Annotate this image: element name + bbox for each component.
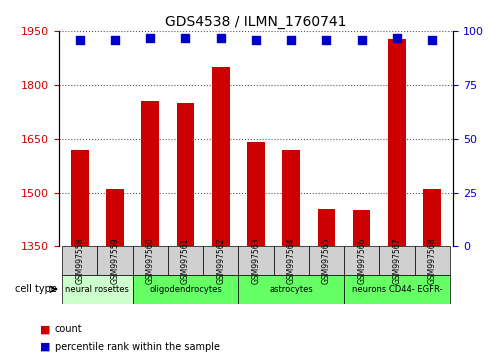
Text: count: count — [55, 324, 82, 334]
Bar — [71, 150, 88, 246]
Point — [182, 35, 190, 41]
FancyBboxPatch shape — [344, 275, 450, 304]
Text: oligodendrocytes: oligodendrocytes — [149, 285, 222, 294]
Bar — [423, 189, 441, 246]
Point — [428, 37, 436, 43]
Point — [76, 37, 84, 43]
FancyBboxPatch shape — [133, 246, 168, 275]
Text: ■: ■ — [40, 324, 50, 334]
FancyBboxPatch shape — [62, 275, 133, 304]
Title: GDS4538 / ILMN_1760741: GDS4538 / ILMN_1760741 — [165, 15, 347, 29]
Text: GSM997566: GSM997566 — [357, 238, 366, 284]
Point — [358, 37, 366, 43]
Bar — [141, 101, 159, 246]
Point — [111, 37, 119, 43]
FancyBboxPatch shape — [97, 246, 133, 275]
Bar — [177, 103, 194, 246]
FancyBboxPatch shape — [62, 246, 97, 275]
Point — [146, 35, 154, 41]
FancyBboxPatch shape — [203, 246, 239, 275]
Text: GSM997558: GSM997558 — [75, 238, 84, 284]
FancyBboxPatch shape — [309, 246, 344, 275]
Text: GSM997560: GSM997560 — [146, 238, 155, 284]
FancyBboxPatch shape — [133, 275, 239, 304]
Point — [252, 37, 260, 43]
Text: ■: ■ — [40, 342, 50, 352]
FancyBboxPatch shape — [273, 246, 309, 275]
Point — [393, 35, 401, 41]
Text: astrocytes: astrocytes — [269, 285, 313, 294]
Text: GSM997563: GSM997563 — [251, 238, 260, 284]
Text: GSM997564: GSM997564 — [287, 238, 296, 284]
Point — [322, 37, 330, 43]
Bar — [212, 67, 230, 246]
Text: cell type: cell type — [15, 284, 57, 294]
Point — [217, 35, 225, 41]
Text: GSM997565: GSM997565 — [322, 238, 331, 284]
FancyBboxPatch shape — [239, 246, 273, 275]
Bar — [353, 211, 370, 246]
Bar — [106, 189, 124, 246]
Text: GSM997562: GSM997562 — [216, 238, 225, 284]
Bar — [388, 39, 406, 246]
Text: percentile rank within the sample: percentile rank within the sample — [55, 342, 220, 352]
Bar — [282, 150, 300, 246]
Text: GSM997561: GSM997561 — [181, 238, 190, 284]
Text: GSM997567: GSM997567 — [392, 238, 401, 284]
Bar — [317, 209, 335, 246]
FancyBboxPatch shape — [415, 246, 450, 275]
FancyBboxPatch shape — [239, 275, 344, 304]
Text: GSM997559: GSM997559 — [110, 238, 119, 284]
Text: GSM997568: GSM997568 — [428, 238, 437, 284]
Point — [287, 37, 295, 43]
Text: neural rosettes: neural rosettes — [65, 285, 129, 294]
FancyBboxPatch shape — [344, 246, 379, 275]
FancyBboxPatch shape — [379, 246, 415, 275]
Bar — [247, 142, 265, 246]
Text: neurons CD44- EGFR-: neurons CD44- EGFR- — [352, 285, 442, 294]
FancyBboxPatch shape — [168, 246, 203, 275]
